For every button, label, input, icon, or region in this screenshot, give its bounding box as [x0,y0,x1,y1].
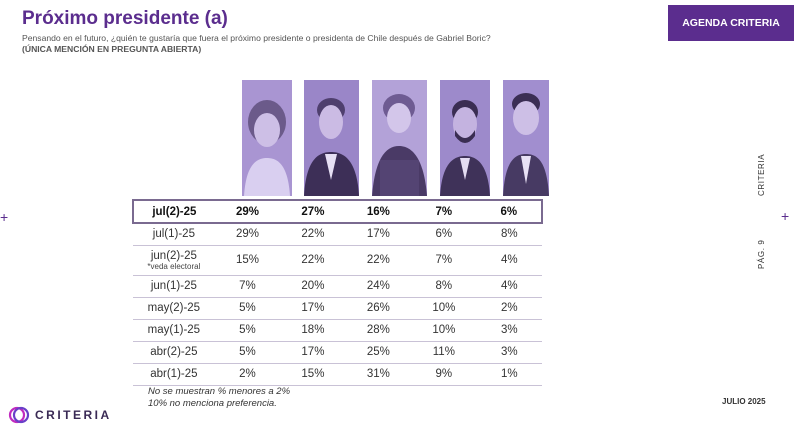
cell-value: 17% [280,341,346,364]
cell-value: 7% [411,245,477,276]
row-sublabel: *veda electoral [147,261,201,271]
cell-value: 8% [476,223,542,246]
cell-value: 17% [345,223,412,246]
row-label: abr(2)-25 [133,341,215,364]
cell-value: 15% [280,363,346,386]
cell-value: 7% [411,199,477,224]
cell-value: 6% [476,199,544,224]
cell-value: 5% [214,319,281,342]
poll-table: jul(2)-25 29% 27% 16% 7% 6% jul(1)-25 29% 22% 17%… [132,199,544,386]
question-line: Pensando en el futuro, ¿quién te gustarí… [22,33,491,43]
table-row: jul(2)-25 29% 27% 16% 7% 6% [132,199,544,224]
cell-value: 25% [345,341,412,364]
cell-value: 27% [280,199,346,224]
cell-value: 16% [345,199,412,224]
candidate-photo-2 [304,80,359,196]
report-date: JULIO 2025 [722,397,766,406]
cell-value: 10% [411,297,477,320]
criteria-logo: CRITERIA [8,406,112,424]
cell-value: 5% [214,297,281,320]
row-label-text: jun(1)-25 [150,280,197,292]
question-text: Pensando en el futuro, ¿quién te gustarí… [22,33,582,55]
cell-value: 22% [280,223,346,246]
cell-value: 17% [280,297,346,320]
cell-value: 31% [345,363,412,386]
candidate-photo-5 [503,80,549,196]
plus-icon-left: + [0,209,9,225]
cell-value: 28% [345,319,412,342]
cell-value: 5% [214,341,281,364]
table-row: may(1)-25 5% 18% 28% 10% 3% [133,319,542,342]
cell-value: 10% [411,319,477,342]
row-label-text: jun(2)-25 [150,249,197,262]
cell-value: 9% [411,363,477,386]
row-label-text: jul(2)-25 [152,205,197,218]
candidate-photo-4 [440,80,490,196]
cell-value: 4% [476,245,542,276]
table-row: jul(1)-25 29% 22% 17% 6% 8% [133,223,542,246]
row-label: jun(2)-25 *veda electoral [133,245,215,276]
footnote-no-preference: 10% no menciona preferencia. [148,398,277,409]
cell-value: 3% [476,341,542,364]
table-row: abr(1)-25 2% 15% 31% 9% 1% [133,363,542,386]
footnote-minimum: No se muestran % menores a 2% [148,386,291,397]
cell-value: 2% [476,297,542,320]
row-label-text: abr(1)-25 [150,368,198,380]
row-label: jul(1)-25 [133,223,215,246]
cell-value: 20% [280,275,346,298]
table-row: may(2)-25 5% 17% 26% 10% 2% [133,297,542,320]
row-label-text: may(2)-25 [147,302,201,314]
cell-value: 8% [411,275,477,298]
agenda-criteria-button[interactable]: AGENDA CRITERIA [668,5,794,41]
cell-value: 24% [345,275,412,298]
candidate-photo-3 [372,80,427,196]
cell-value: 29% [214,199,281,224]
cell-value: 4% [476,275,542,298]
cell-value: 15% [214,245,281,276]
table-row: jun(1)-25 7% 20% 24% 8% 4% [133,275,542,298]
cell-value: 2% [214,363,281,386]
candidate-photo-1 [242,80,292,196]
footnotes: No se muestran % menores a 2% 10% no men… [148,386,290,410]
cell-value: 22% [280,245,346,276]
side-rail: CRITERIA + PÁG. 9 [757,150,800,320]
question-note: (ÚNICA MENCIÓN EN PREGUNTA ABIERTA) [22,44,202,54]
cell-value: 3% [476,319,542,342]
page-title: Próximo presidente (a) [22,8,228,29]
page-number: PÁG. 9 [757,239,766,269]
cell-value: 22% [345,245,412,276]
cell-value: 26% [345,297,412,320]
cell-value: 18% [280,319,346,342]
cell-value: 6% [411,223,477,246]
cell-value: 29% [214,223,281,246]
logo-wordmark: CRITERIA [35,408,112,422]
cell-value: 11% [411,341,477,364]
side-brand: CRITERIA [757,153,766,196]
row-label: may(1)-25 [133,319,215,342]
row-label-text: jul(1)-25 [152,228,195,241]
row-label-text: abr(2)-25 [150,346,198,358]
plus-icon-right: + [781,208,790,224]
row-label: may(2)-25 [133,297,215,320]
criteria-logo-icon [8,406,30,424]
row-label: jul(2)-25 [132,199,215,224]
row-label: jun(1)-25 [133,275,215,298]
row-label: abr(1)-25 [133,363,215,386]
cell-value: 1% [476,363,542,386]
cell-value: 7% [214,275,281,298]
row-label-text: may(1)-25 [147,324,201,336]
table-row: abr(2)-25 5% 17% 25% 11% 3% [133,341,542,364]
table-row: jun(2)-25 *veda electoral 15% 22% 22% 7% 4% [133,245,542,276]
